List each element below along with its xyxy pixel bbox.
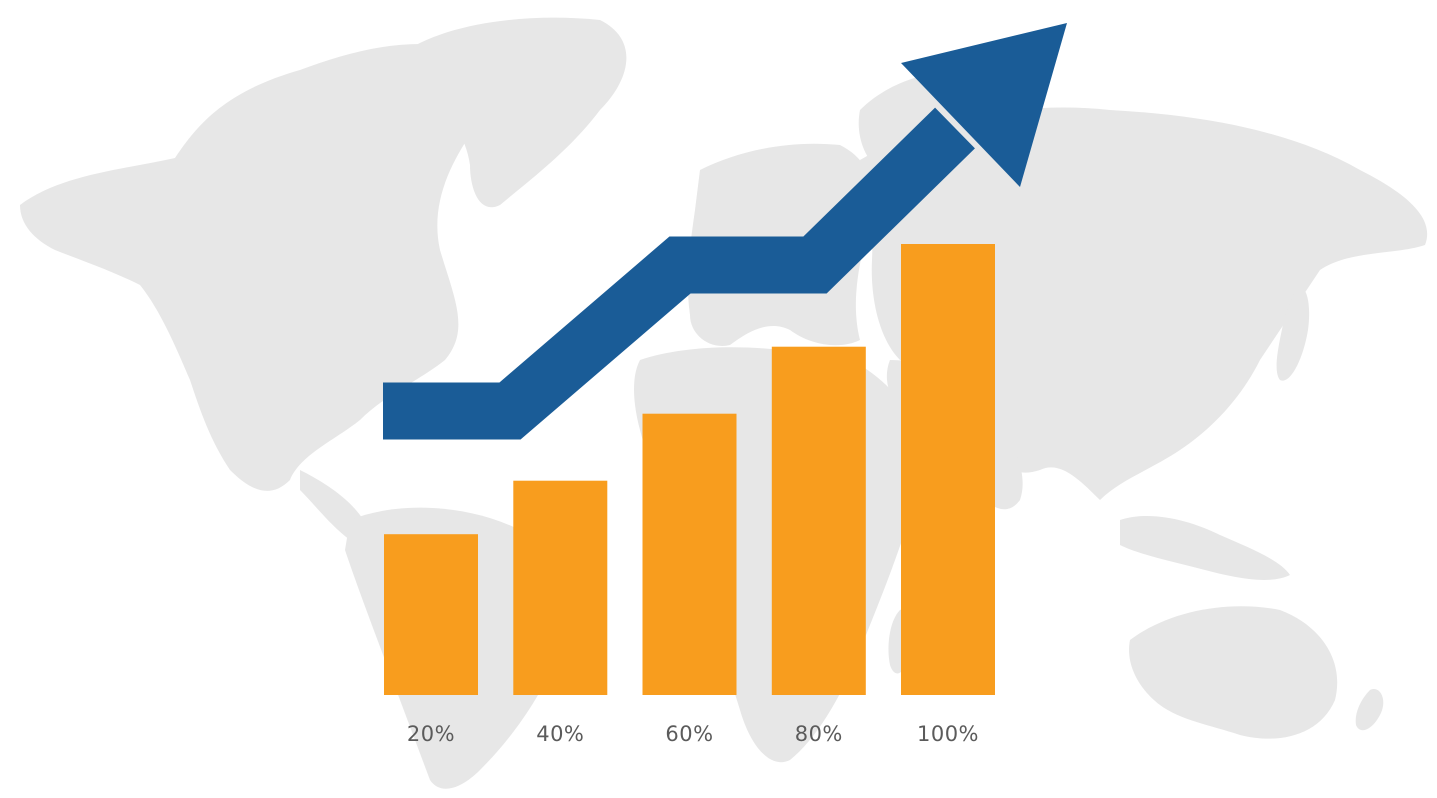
bar-5: [901, 244, 995, 695]
bar-4: [771, 346, 866, 695]
x-tick-label-4: 80%: [795, 722, 843, 746]
map-new-zealand: [1355, 689, 1384, 731]
bar-3: [642, 413, 737, 695]
x-axis-tick-labels: 20% 40% 60% 80% 100%: [407, 722, 979, 746]
bar-1: [384, 534, 478, 695]
x-tick-label-5: 100%: [917, 722, 979, 746]
map-north-america: [20, 44, 474, 491]
map-southeast-asia: [1120, 515, 1290, 580]
trend-arrow-icon: [383, 23, 1067, 440]
map-asia: [860, 107, 1428, 500]
bar-series: [384, 244, 995, 695]
x-tick-label-2: 40%: [536, 722, 584, 746]
x-tick-label-3: 60%: [665, 722, 713, 746]
bar-2: [513, 480, 608, 695]
trend-arrow-head: [901, 23, 1067, 187]
map-greenland: [399, 17, 627, 208]
trend-arrow-shaft: [383, 107, 975, 440]
x-tick-label-1: 20%: [407, 722, 455, 746]
map-australia: [1129, 606, 1338, 739]
map-japan: [1276, 287, 1310, 381]
